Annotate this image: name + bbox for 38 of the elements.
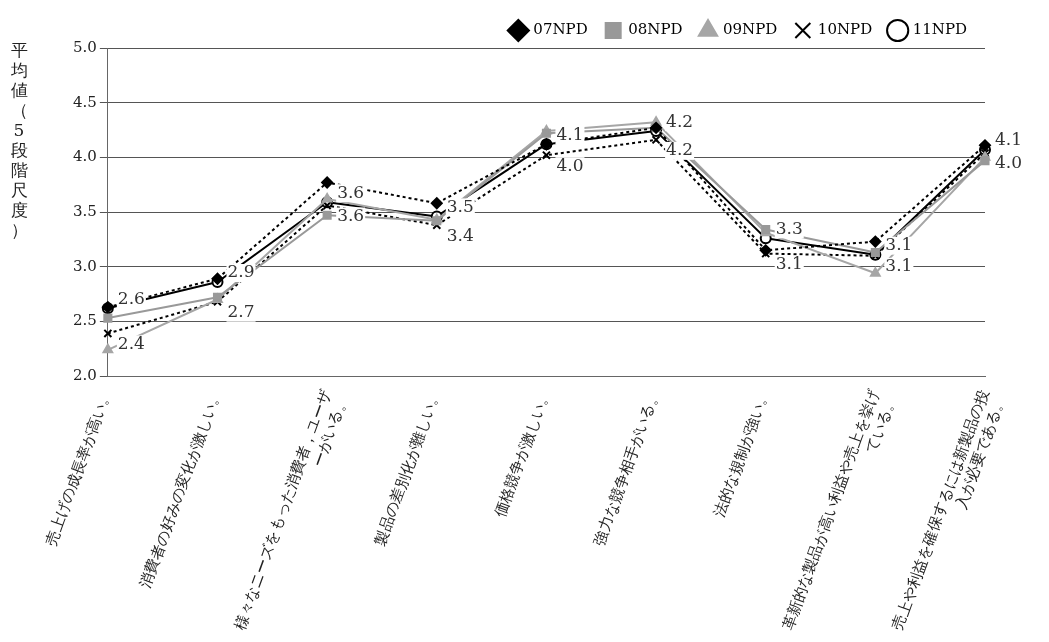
data-label: 4.1 — [556, 123, 584, 144]
x-tick-label: 消費者の好みの変化が激しい。 — [136, 386, 225, 591]
legend-label: 11NPD — [912, 20, 968, 39]
data-label: 2.7 — [227, 301, 255, 322]
data-label: 2.6 — [117, 287, 145, 308]
legend-label: 07NPD — [533, 20, 588, 39]
x-tick-label: 製品の差別化が難しい。 — [370, 386, 445, 548]
y-tick-label: 2.5 — [73, 311, 97, 330]
legend-label: 08NPD — [628, 20, 683, 39]
y-tick-label: 4.5 — [73, 92, 97, 111]
x-tick-label: 価格競争が激しい。 — [490, 386, 554, 520]
data-label: 3.1 — [885, 234, 913, 255]
data-label: 3.1 — [885, 255, 913, 276]
data-label: 4.2 — [666, 110, 694, 131]
data-label: 4.2 — [666, 139, 694, 160]
data-label: 2.9 — [227, 261, 255, 282]
data-label: 3.3 — [775, 217, 803, 238]
data-label: 4.0 — [556, 154, 584, 175]
data-label: 2.4 — [117, 332, 145, 353]
x-tick-label: 法的な規制が強い。 — [710, 386, 774, 520]
y-tick-label: 3.5 — [73, 201, 97, 220]
x-tick-label: 売上げの成長率が高い。 — [41, 386, 116, 548]
data-label: 4.1 — [995, 129, 1023, 150]
data-label: 3.1 — [775, 253, 803, 274]
text: 平均値（5段階尺度） — [10, 40, 28, 240]
data-label: 3.4 — [446, 224, 474, 245]
y-tick-label: 5.0 — [73, 37, 97, 56]
y-tick-label: 4.0 — [73, 147, 97, 166]
data-label: 4.0 — [995, 152, 1023, 173]
legend-label: 10NPD — [817, 20, 873, 39]
data-label: 3.5 — [446, 195, 474, 216]
y-tick-label: 3.0 — [73, 256, 97, 275]
data-label: 3.6 — [337, 204, 365, 225]
legend-label: 09NPD — [723, 20, 778, 39]
x-tick-label: 強力な競争相手がいる。 — [590, 386, 664, 548]
y-tick-label: 2.0 — [73, 365, 97, 384]
data-label: 3.6 — [337, 181, 365, 202]
x-tick-label: 様々なニーズをもった消費者，ユーザーがいる。 — [230, 386, 352, 633]
